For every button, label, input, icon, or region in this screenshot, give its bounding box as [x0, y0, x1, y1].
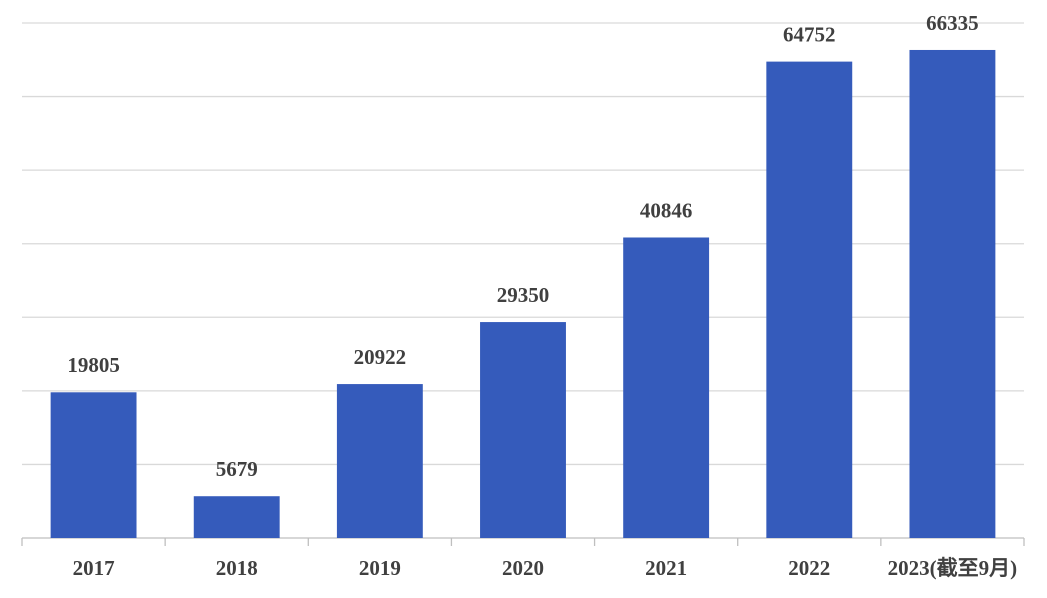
bar	[623, 237, 710, 538]
data-label: 19805	[67, 353, 120, 377]
bar	[480, 322, 566, 538]
bar	[766, 61, 853, 538]
data-label: 40846	[640, 198, 693, 222]
x-tick-label: 2018	[216, 556, 258, 580]
bar	[909, 49, 996, 538]
data-label: 5679	[216, 457, 258, 481]
x-tick-label: 2020	[502, 556, 544, 580]
bar	[50, 392, 137, 538]
x-tick-label: 2021	[645, 556, 687, 580]
data-label: 29350	[497, 283, 550, 307]
data-label: 20922	[354, 345, 407, 369]
x-tick-label: 2017	[73, 556, 115, 580]
x-tick-label: 2023(截至9月)	[888, 556, 1018, 580]
x-tick-label: 2019	[359, 556, 401, 580]
x-tick-label: 2022	[788, 556, 830, 580]
bar	[336, 384, 423, 538]
data-label: 64752	[783, 22, 836, 46]
bar	[193, 496, 280, 538]
data-label: 66335	[926, 11, 979, 35]
